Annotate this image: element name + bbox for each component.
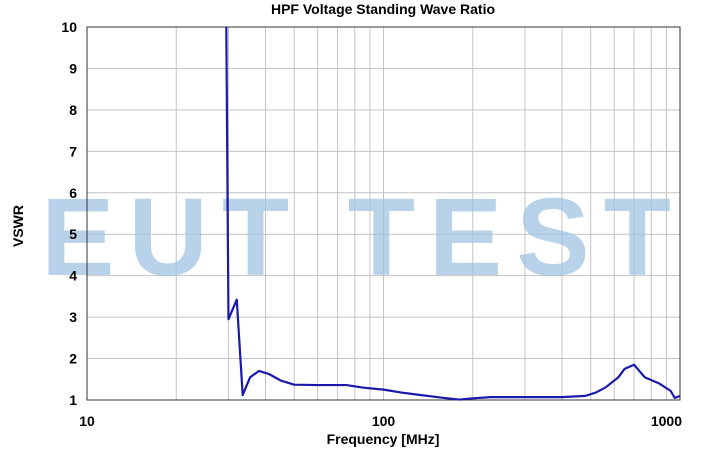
y-tick-label: 10 [61, 19, 77, 35]
series-layer [225, 26, 681, 401]
y-tick-label: 1 [69, 392, 77, 408]
plot-frame [86, 26, 681, 401]
y-tick-label: 9 [69, 60, 77, 76]
y-tick-label: 2 [69, 351, 77, 367]
x-tick-label: 1000 [651, 413, 682, 429]
y-tick-label: 7 [69, 143, 77, 159]
grid [87, 27, 680, 400]
y-tick-label: 6 [69, 185, 77, 201]
y-tick-label: 3 [69, 309, 77, 325]
chart-title: HPF Voltage Standing Wave Ratio [271, 1, 495, 17]
y-tick-label: 5 [69, 226, 77, 242]
x-tick-label: 10 [79, 413, 95, 429]
x-tick-label: 100 [372, 413, 396, 429]
x-ticks: 10 100 1000 [79, 413, 682, 429]
watermark: EUT TEST [41, 176, 685, 299]
x-axis-label: Frequency [MHz] [327, 431, 440, 447]
y-ticks: 1 2 3 4 5 6 7 8 9 10 [61, 19, 77, 408]
y-tick-label: 4 [69, 268, 77, 284]
vswr-series-line [225, 26, 681, 401]
y-axis-label: VSWR [10, 205, 26, 247]
y-tick-label: 8 [69, 102, 77, 118]
